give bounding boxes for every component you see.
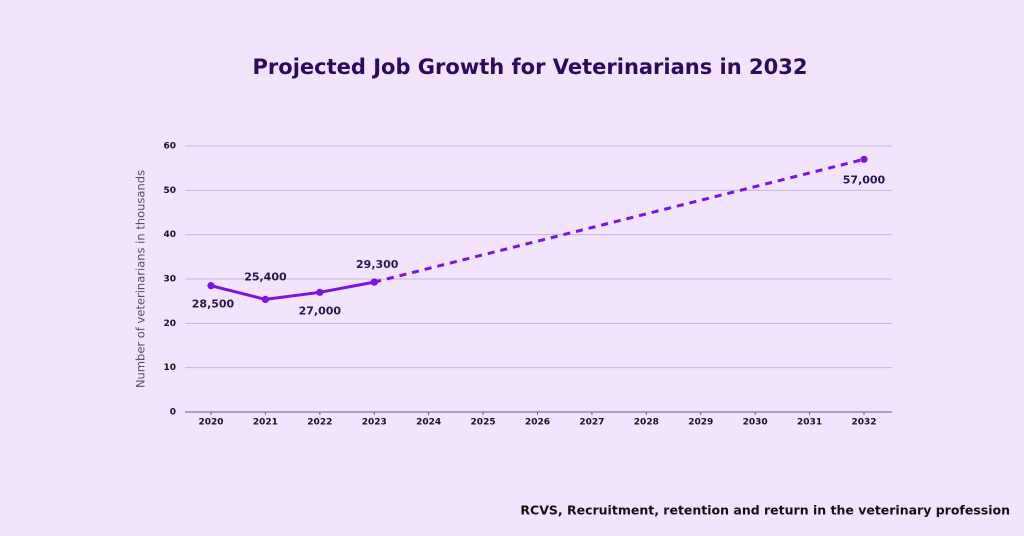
- data-point: [316, 288, 324, 296]
- data-label: 28,500: [192, 298, 235, 311]
- y-tick-label: 10: [163, 363, 176, 373]
- y-tick-label: 0: [170, 408, 176, 418]
- y-tick-label: 40: [163, 230, 176, 240]
- data-label: 29,300: [356, 258, 399, 271]
- data-label: 57,000: [843, 173, 886, 186]
- x-tick-label: 2023: [362, 418, 387, 428]
- y-tick-label: 60: [163, 142, 176, 152]
- source: RCVS, Recruitment, retention and return …: [520, 503, 1010, 518]
- data-label: 25,400: [244, 270, 287, 283]
- x-tick-label: 2029: [688, 418, 713, 428]
- x-tick-label: 2026: [525, 418, 550, 428]
- y-tick-label: 30: [163, 275, 176, 285]
- data-point: [370, 278, 378, 286]
- x-tick-label: 2027: [579, 418, 604, 428]
- y-tick-label: 20: [163, 319, 176, 329]
- y-tick-label: 50: [163, 186, 176, 196]
- x-tick-label: 2031: [797, 418, 822, 428]
- x-tick-label: 2030: [743, 418, 768, 428]
- data-point: [261, 295, 270, 303]
- x-tick-label: 2024: [416, 418, 441, 428]
- chart-title: Projected Job Growth for Veterinarians i…: [253, 55, 808, 79]
- x-tick-label: 2028: [634, 418, 659, 428]
- x-tick-label: 2021: [253, 418, 278, 428]
- x-tick-label: 2025: [471, 418, 496, 428]
- data-point: [860, 155, 868, 163]
- x-tick-label: 2020: [198, 418, 223, 428]
- data-label: 27,000: [299, 304, 342, 317]
- y-axis-label: Number of veterinarians in thousands: [134, 170, 148, 388]
- data-point: [207, 282, 215, 290]
- x-tick-label: 2032: [851, 418, 876, 428]
- projection-line: [373, 157, 865, 284]
- data-line: [210, 280, 375, 301]
- x-tick-label: 2022: [307, 418, 332, 428]
